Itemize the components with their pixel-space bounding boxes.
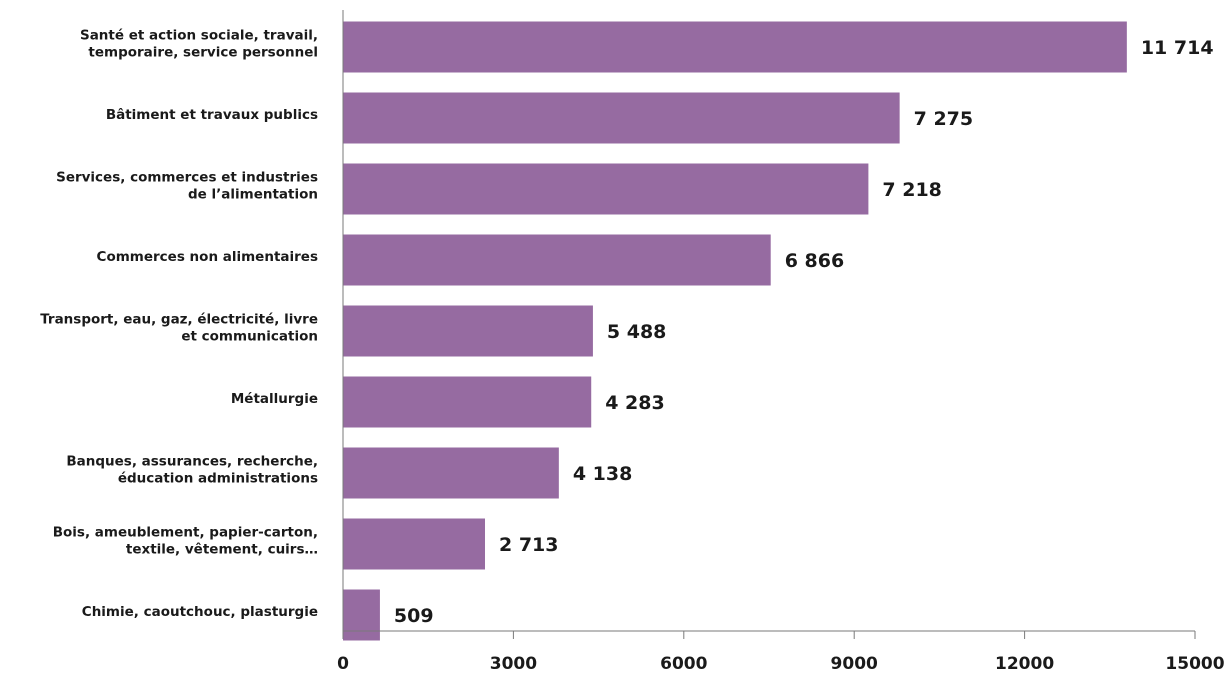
category-label: Commerces non alimentaires [97,249,318,265]
value-labels: 11 714 7 275 7 218 6 866 5 488 4 283 4 138 2 71… [394,37,1214,627]
bar-value-label: 6 866 [785,250,845,272]
bars-group [343,21,1127,641]
category-label: Chimie, caoutchouc, plasturgie [82,604,318,620]
bar-value-label: 5 488 [607,321,667,343]
bar-value-label: 7 275 [914,108,974,130]
category-label: Services, commerces et industries de l’al… [56,170,318,203]
bar-value-label: 509 [394,605,434,627]
x-tick-label: 6000 [660,654,707,674]
bar [343,163,869,215]
bar-value-label: 7 218 [882,179,942,201]
x-tick-label: 15000 [1165,654,1224,674]
category-label: Banques, assurances, recherche, éducation… [66,454,318,487]
category-label: Transport, eau, gaz, électricité, livre e… [40,312,318,345]
x-tick-label: 9000 [831,654,878,674]
category-label: Métallurgie [231,391,318,407]
bar-value-label: 2 713 [499,534,559,556]
bar [343,589,380,641]
bar [343,518,485,570]
bar [343,447,559,499]
bar [343,92,900,144]
category-labels: Santé et action sociale, travail, tempora… [40,28,318,621]
x-axis: 0 3000 6000 9000 12000 15000 [337,630,1225,674]
bar-value-label: 4 283 [605,392,665,414]
bar [343,305,593,357]
category-label: Bâtiment et travaux publics [106,107,318,123]
x-tick-label: 12000 [995,654,1054,674]
x-tick-label: 0 [337,654,349,674]
bar [343,21,1127,73]
category-label: Bois, ameublement, papier-carton, textile… [53,525,318,558]
bar-value-label: 11 714 [1141,37,1214,59]
bar-value-label: 4 138 [573,463,633,485]
bar [343,376,592,428]
category-label: Santé et action sociale, travail, tempora… [80,28,318,61]
x-tick-label: 3000 [490,654,537,674]
bar [343,234,771,286]
